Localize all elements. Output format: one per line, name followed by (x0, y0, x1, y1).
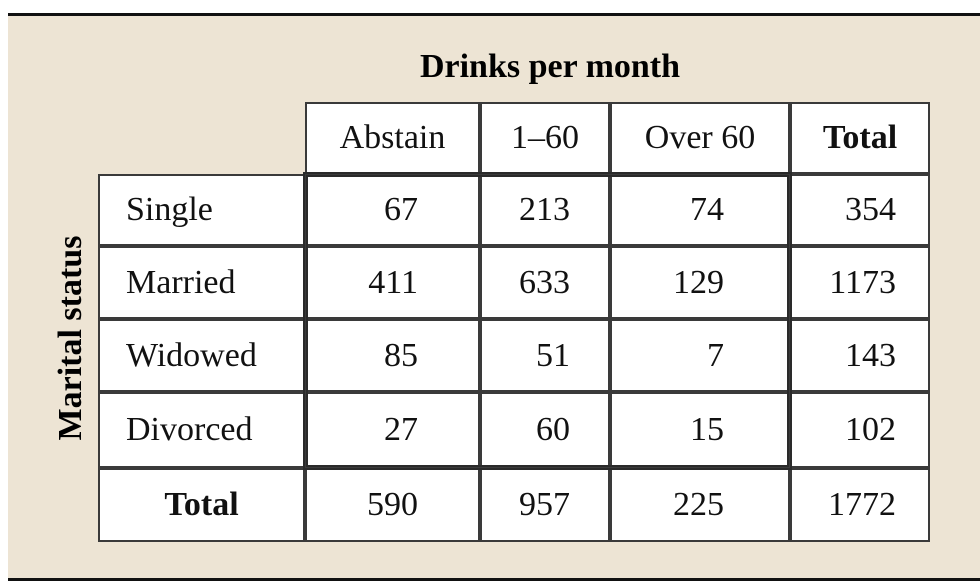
table-cell: 129 (610, 246, 790, 319)
column-header: Over 60 (610, 102, 790, 174)
table-cell: 354 (790, 174, 930, 246)
total-cell: 590 (305, 468, 480, 542)
table-cell: 633 (480, 246, 610, 319)
table-cell: 7 (610, 319, 790, 392)
total-cell: 225 (610, 468, 790, 542)
table-cell: 85 (305, 319, 480, 392)
column-header: 1–60 (480, 102, 610, 174)
table-cell: 74 (610, 174, 790, 246)
table-title: Drinks per month (419, 48, 681, 85)
table-cell: 1173 (790, 246, 930, 319)
column-header: Total (790, 102, 930, 174)
table-cell: 51 (480, 319, 610, 392)
row-label: Married (98, 246, 305, 319)
total-cell: 957 (480, 468, 610, 542)
row-label: Single (98, 174, 305, 246)
table-cell: 143 (790, 319, 930, 392)
table-cell: 67 (305, 174, 480, 246)
table-cell: 102 (790, 392, 930, 468)
table-cell: 60 (480, 392, 610, 468)
row-label: Widowed (98, 319, 305, 392)
column-header: Abstain (305, 102, 480, 174)
table-cell: 213 (480, 174, 610, 246)
table-cell: 411 (305, 246, 480, 319)
table-panel: Drinks per month Marital status Abstain 1–6… (8, 13, 980, 581)
total-cell: 1772 (790, 468, 930, 542)
total-row-label: Total (98, 468, 305, 542)
table-cell: 15 (610, 392, 790, 468)
row-variable-label: Marital status (52, 235, 89, 441)
row-label: Divorced (98, 392, 305, 468)
table-cell: 27 (305, 392, 480, 468)
